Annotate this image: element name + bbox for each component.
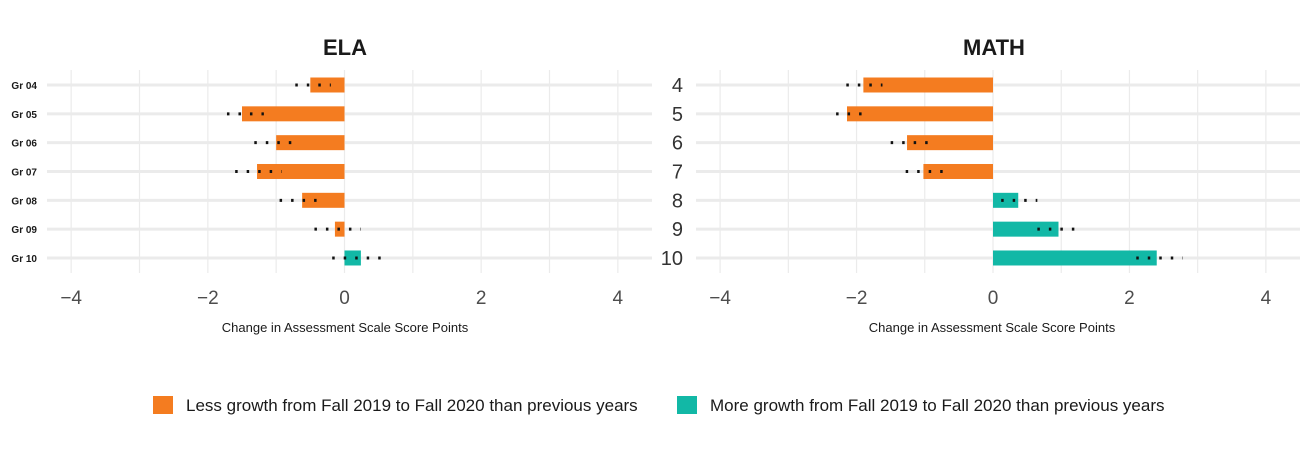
ela-bar-1	[242, 106, 345, 122]
ela-category-label-1: Gr 05	[11, 110, 37, 121]
math-bar-6	[993, 250, 1157, 266]
ela-confidence-intervals	[226, 83, 390, 260]
math-x-tick-label-3: 2	[1124, 288, 1135, 309]
math-bar-5	[993, 221, 1059, 237]
ela-bar-2	[276, 135, 345, 151]
ela-x-axis-label: Change in Assessment Scale Score Points	[222, 320, 469, 335]
ela-title: ELA	[323, 35, 367, 60]
math-x-tick-label-2: 0	[988, 288, 999, 309]
math-bars	[847, 77, 1157, 266]
math-confidence-intervals	[836, 83, 1183, 260]
math-bar-0	[863, 77, 993, 93]
legend-swatch-less-growth	[153, 396, 173, 414]
ela-category-label-4: Gr 08	[11, 196, 37, 207]
math-title: MATH	[963, 35, 1025, 60]
math-category-labels: 4 5 6 7 8 9 10	[661, 75, 683, 270]
math-bar-4	[993, 192, 1019, 208]
ela-x-tick-label-0: −4	[60, 288, 82, 309]
math-x-tick-label-1: −2	[846, 288, 868, 309]
math-category-label-5: 9	[672, 219, 683, 241]
math-grid	[696, 70, 1300, 273]
math-category-label-4: 8	[672, 190, 683, 212]
math-category-label-1: 5	[672, 104, 683, 126]
legend-swatch-more-growth	[677, 396, 697, 414]
ela-x-tick-label-2: 0	[339, 288, 350, 309]
ela-category-labels: Gr 04 Gr 05 Gr 06 Gr 07 Gr 08 Gr 09 Gr 10	[11, 81, 37, 265]
math-x-axis-label: Change in Assessment Scale Score Points	[869, 320, 1116, 335]
ela-category-label-5: Gr 09	[11, 225, 37, 236]
math-category-label-2: 6	[672, 133, 683, 155]
math-category-label-0: 4	[672, 75, 683, 97]
math-bar-1	[847, 106, 993, 122]
ela-x-tick-label-1: −2	[197, 288, 219, 309]
ela-category-label-2: Gr 06	[11, 139, 37, 150]
ela-x-tick-labels: −4 −2 0 2 4	[60, 288, 623, 309]
legend-label-more-growth: More growth from Fall 2019 to Fall 2020 …	[710, 396, 1165, 415]
math-category-label-6: 10	[661, 248, 683, 270]
ela-bar-4	[302, 192, 345, 208]
ela-grid	[47, 70, 652, 273]
math-x-tick-label-0: −4	[709, 288, 731, 309]
legend-label-less-growth: Less growth from Fall 2019 to Fall 2020 …	[186, 396, 638, 415]
math-x-tick-label-4: 4	[1261, 288, 1272, 309]
math-panel: MATH 4 5 6 7 8 9 10 −4 −2 0 2 4 Change in Assessme…	[661, 35, 1300, 335]
math-x-tick-labels: −4 −2 0 2 4	[709, 288, 1271, 309]
math-category-label-3: 7	[672, 161, 683, 183]
ela-bar-3	[257, 163, 345, 179]
math-bar-3	[923, 163, 993, 179]
math-bar-2	[907, 135, 993, 151]
ela-bar-6	[344, 250, 361, 266]
ela-category-label-6: Gr 10	[11, 254, 37, 265]
ela-x-tick-label-4: 4	[613, 288, 624, 309]
legend: Less growth from Fall 2019 to Fall 2020 …	[153, 396, 1165, 415]
ela-x-tick-label-3: 2	[476, 288, 487, 309]
ela-category-label-0: Gr 04	[11, 81, 37, 92]
ela-category-label-3: Gr 07	[11, 167, 37, 178]
ela-bar-0	[310, 77, 345, 93]
